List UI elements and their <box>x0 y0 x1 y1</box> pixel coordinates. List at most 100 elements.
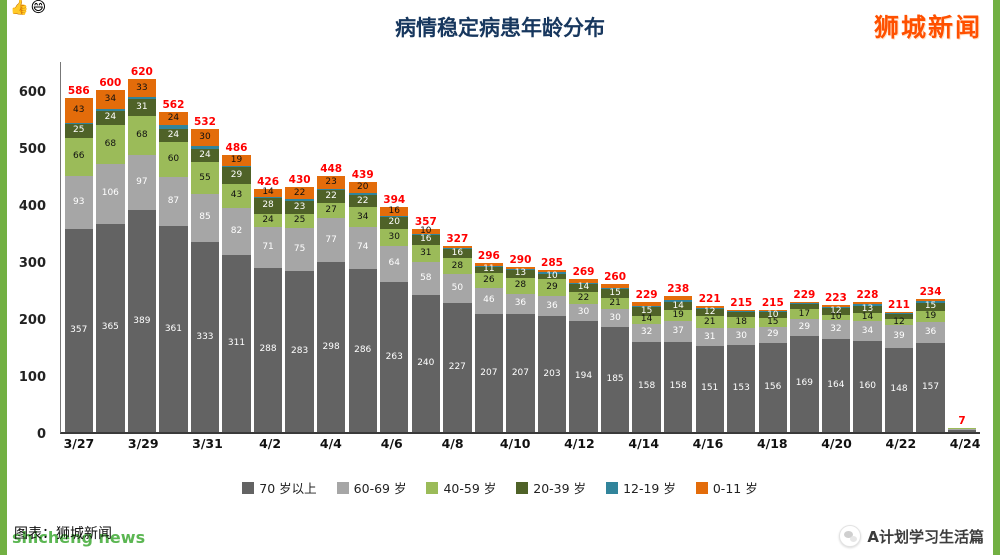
bar-segment: 156 <box>758 343 787 432</box>
bar-stack: 160 34 14 13 <box>853 302 882 432</box>
bar-total-label: 620 <box>130 65 153 78</box>
bar-segment: 97 <box>127 155 157 211</box>
legend-item: 60-69 岁 <box>336 478 407 497</box>
bar: 207 36 28 13 290 <box>506 254 535 432</box>
y-tick-label: 400 <box>18 199 46 214</box>
bar-segment <box>632 305 661 308</box>
bar-segment <box>474 263 504 266</box>
bar-stack: 156 29 15 10 <box>758 309 787 432</box>
bar-stack: 153 30 18 <box>727 309 756 432</box>
bar-segment: 10 <box>411 227 440 235</box>
bar-segment: 74 <box>348 226 377 269</box>
bar-segment <box>569 282 598 284</box>
bar-segment: 58 <box>411 262 440 296</box>
legend-item: 0-11 岁 <box>695 478 758 497</box>
bar: 365 106 68 24 34 600 <box>96 77 125 432</box>
bar-segment: 227 <box>443 302 472 432</box>
bar-segment: 30 <box>190 128 220 146</box>
bar: 158 32 14 15 229 <box>632 289 661 432</box>
bar-segment: 18 <box>727 317 756 328</box>
bar-segment <box>790 304 819 310</box>
bar-segment <box>506 269 535 271</box>
bar-total-label: 486 <box>225 142 248 155</box>
bar-segment: 288 <box>253 267 283 432</box>
bar-total-label: 221 <box>698 293 721 306</box>
bar-segment <box>884 311 914 313</box>
bar-total-label: 229 <box>793 288 816 301</box>
legend-item: 20-39 岁 <box>516 478 586 497</box>
bar-segment: 39 <box>884 325 914 348</box>
bar-segment: 25 <box>64 123 93 138</box>
bar-segment: 158 <box>632 341 661 432</box>
bar-segment <box>380 216 409 218</box>
bar-total-label: 439 <box>351 168 374 181</box>
bar-total-label: 586 <box>67 85 90 98</box>
bar-segment: 286 <box>348 268 377 432</box>
bar-total-label: 562 <box>162 98 185 111</box>
bar-stack: 361 87 60 24 24 <box>159 111 188 432</box>
x-tick-label <box>348 436 375 451</box>
bar-segment: 15 <box>758 318 787 327</box>
bar-segment: 34 <box>348 207 377 227</box>
bar-segment: 148 <box>884 347 914 432</box>
bar-segment: 31 <box>695 328 724 346</box>
bar-segment: 203 <box>537 316 567 432</box>
bar-stack: 157 36 19 15 <box>916 298 945 432</box>
legend-swatch <box>695 481 708 494</box>
bar: 288 71 24 28 14 426 <box>253 176 283 432</box>
bar-total-label: 7 <box>958 414 966 427</box>
x-tick-label <box>469 436 496 451</box>
bar-segment <box>127 97 157 99</box>
bar-segment: 82 <box>222 208 251 255</box>
bar-segment: 357 <box>64 228 93 432</box>
bar-segment: 29 <box>537 279 567 296</box>
bar-segment: 24 <box>159 128 188 143</box>
bar-segment <box>947 427 977 429</box>
bar-segment <box>443 247 472 250</box>
bar-stack: 164 32 10 12 <box>821 304 851 432</box>
bar-segment: 15 <box>632 307 661 316</box>
legend-label: 60-69 岁 <box>353 481 407 496</box>
bar-segment: 36 <box>916 322 945 343</box>
bar-segment: 21 <box>600 297 630 310</box>
bar-segment: 20 <box>380 217 409 229</box>
bar-segment <box>663 296 693 301</box>
bar-total-label: 238 <box>667 283 690 296</box>
bar-stack: 227 50 28 16 <box>443 245 472 432</box>
bar-segment: 24 <box>253 213 283 228</box>
legend-swatch <box>242 481 255 494</box>
bar-segment: 16 <box>443 249 472 259</box>
bar-segment: 12 <box>695 308 724 317</box>
corner-emoji-icons: 👍😄 <box>10 0 49 16</box>
x-tick-label <box>727 436 754 451</box>
bar-segment: 20 <box>348 181 377 194</box>
bar-stack: 389 97 68 31 33 <box>127 78 157 432</box>
bar-segment <box>758 311 787 313</box>
bar: 203 36 29 10 285 <box>537 257 567 432</box>
bar-segment: 87 <box>159 176 188 227</box>
x-tick-label: 4/6 <box>380 436 403 451</box>
bar-segment: 153 <box>727 344 756 432</box>
x-tick-label: 3/27 <box>63 436 95 451</box>
left-green-border <box>0 0 7 555</box>
legend-swatch <box>336 481 349 494</box>
bar-segment: 23 <box>316 176 346 190</box>
legend-item: 40-59 岁 <box>426 478 496 497</box>
bar-stack: 207 36 28 13 <box>506 266 535 432</box>
bar-segment: 24 <box>190 148 220 163</box>
bar-total-label: 290 <box>509 253 532 266</box>
bar: 153 30 18 215 <box>727 297 756 432</box>
page-title: 病情稳定病患年龄分布 <box>395 16 605 40</box>
bar-segment: 263 <box>380 282 409 432</box>
bar: 333 85 55 24 30 532 <box>190 116 220 432</box>
bar-total-label: 296 <box>477 250 500 263</box>
bar-segment: 30 <box>727 327 756 345</box>
bar-segment: 27 <box>316 202 346 219</box>
bar-segment: 32 <box>821 320 851 339</box>
bar-total-label: 532 <box>194 115 216 128</box>
bar-segment: 33 <box>127 78 157 98</box>
bar: 156 29 15 10 215 <box>758 297 787 432</box>
legend-swatch <box>516 481 529 494</box>
bar-segment <box>884 314 914 319</box>
bar-total-label: 285 <box>541 256 563 269</box>
